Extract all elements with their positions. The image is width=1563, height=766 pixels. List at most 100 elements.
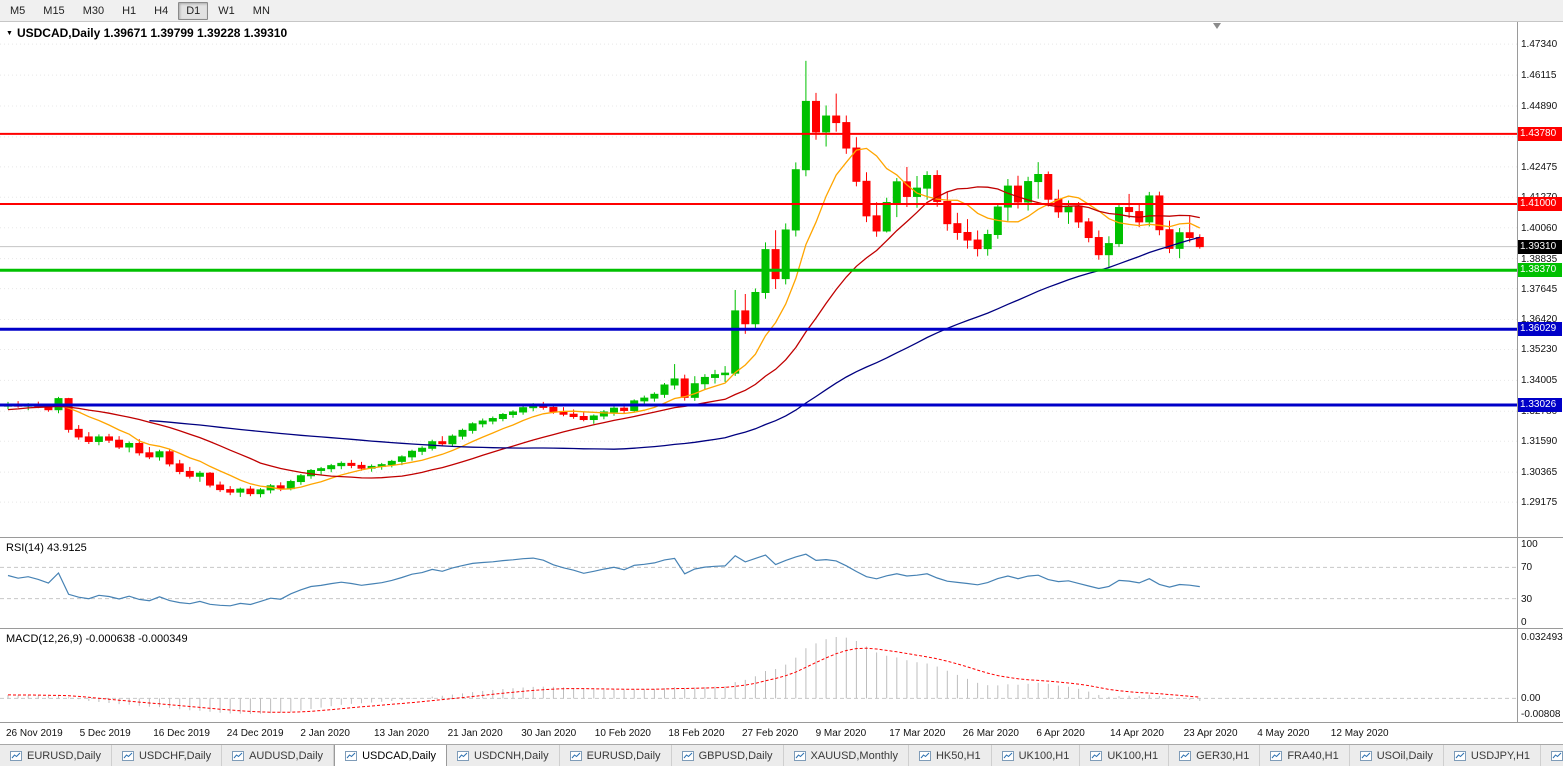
candle-body (1175, 232, 1184, 249)
price-tick-label: 1.35230 (1521, 344, 1558, 356)
timeframe-button-m30[interactable]: M30 (82, 4, 105, 17)
tab-label: USDCNH,Daily (474, 749, 549, 762)
ma-20-line[interactable] (7, 186, 1200, 479)
candle-body (1024, 181, 1033, 203)
tab-uk100-h1[interactable]: UK100,H1 (992, 745, 1081, 766)
candle-body (842, 122, 851, 149)
candle-body (105, 436, 113, 441)
date-tick-label: 5 Dec 2019 (79, 728, 131, 739)
tab-label: EURUSD,Daily (27, 749, 101, 762)
rsi-indicator-label: RSI(14) 43.9125 (6, 542, 87, 554)
candle-body (700, 376, 709, 385)
tab-label: UK100,H1 (1018, 749, 1070, 762)
rsi-tick-label: 70 (1521, 562, 1533, 574)
candle-body (1003, 185, 1012, 208)
timeframe-button-h4[interactable]: H4 (154, 4, 169, 17)
candle-body (620, 407, 629, 411)
tab-usdjpy-h1[interactable]: USDJPY,H1 (1444, 745, 1542, 766)
tab-eurusd-daily[interactable]: EURUSD,Daily (560, 745, 672, 766)
tab-audusd-daily[interactable]: AUDUSD,Daily (222, 745, 335, 766)
timeframe-button-m5[interactable]: M5 (10, 4, 26, 17)
tab-usdcnh-daily[interactable]: USDCNH,Daily (447, 745, 560, 766)
tab-fra40-h1[interactable]: FRA40,H1 (1260, 745, 1350, 766)
candle-body (195, 472, 204, 477)
date-tick-label: 4 May 2020 (1257, 728, 1310, 739)
timeframe-button-h1[interactable]: H1 (122, 4, 137, 17)
timeframe-button-w1[interactable]: W1 (218, 4, 235, 17)
tab-eurusd-daily[interactable]: EURUSD,Daily (0, 745, 112, 766)
price-tick-label: 1.34005 (1521, 375, 1558, 387)
date-tick-label: 12 May 2020 (1330, 728, 1389, 739)
tab-gbpusd-daily[interactable]: GBPUSD,Daily (672, 745, 784, 766)
candle-body (822, 115, 831, 133)
candle-body (569, 413, 578, 418)
dropdown-triangle-icon: ▼ (6, 29, 13, 37)
chart-region[interactable]: ▼ USDCAD,Daily 1.39671 1.39799 1.39228 1… (0, 22, 1563, 744)
macd-tick-label: 0.032493 (1521, 632, 1563, 643)
ma-8-line[interactable] (7, 147, 1201, 490)
time-axis[interactable]: 26 Nov 2019 5 Dec 2019 16 Dec 2019 24 Dec 2… (0, 722, 1517, 744)
tab-ger30-h1[interactable]: GER30,H1 (1169, 745, 1261, 766)
candle-body (610, 407, 618, 413)
timeframe-button-m15[interactable]: M15 (43, 4, 65, 17)
chart-tab-icon (1090, 750, 1103, 761)
pane-separator[interactable] (0, 537, 1563, 538)
tab-uk100-h1[interactable]: UK100,H1 (1080, 745, 1170, 766)
ma-55-line[interactable] (149, 236, 1200, 450)
pane-separator (0, 722, 1563, 723)
pane-separator[interactable] (0, 628, 1563, 629)
candle-body (448, 435, 457, 445)
tab-label: USDCAD,Daily (362, 749, 437, 762)
candle-body (751, 291, 760, 325)
macd-tick-label: 0.00 (1521, 693, 1541, 705)
candle-body (963, 231, 972, 241)
candle-body (731, 310, 740, 374)
price-tick-label: 1.47340 (1521, 39, 1558, 51)
candle-body (347, 462, 356, 466)
candle-body (236, 488, 245, 493)
candle-body (1084, 221, 1093, 239)
candle-body (165, 451, 174, 465)
tab-usoil-daily[interactable]: USOil,Daily (1350, 745, 1444, 766)
price-tick-label: 1.42475 (1521, 161, 1558, 173)
chart-tab-icon (569, 750, 582, 761)
candle-body (418, 447, 427, 452)
date-tick-label: 16 Dec 2019 (153, 728, 210, 739)
tab-dj30-h4[interactable]: DJ30,H4 (1541, 745, 1563, 766)
candle-body (226, 489, 235, 493)
chart-tab-icon (457, 750, 470, 761)
candle-body (711, 374, 719, 378)
date-tick-label: 2 Jan 2020 (300, 728, 350, 739)
chart-title: ▼ USDCAD,Daily 1.39671 1.39799 1.39228 1… (6, 26, 287, 40)
candle-body (872, 215, 881, 232)
timeframe-button-d1[interactable]: D1 (178, 1, 209, 20)
price-chart[interactable] (0, 22, 1517, 537)
candle-body (1104, 243, 1113, 256)
candle-body (650, 393, 659, 399)
date-tick-label: 17 Mar 2020 (889, 728, 946, 739)
timeframe-button-mn[interactable]: MN (252, 4, 270, 17)
tab-usdchf-daily[interactable]: USDCHF,Daily (112, 745, 223, 766)
candle-body (832, 115, 841, 124)
tab-usdcad-daily[interactable]: USDCAD,Daily (334, 745, 448, 766)
chart-shift-marker-icon[interactable] (1213, 23, 1221, 29)
chart-tabs-bar: EURUSD,Daily USDCHF,Daily AUDUSD,Daily USDC… (0, 744, 1563, 766)
candle-body (801, 100, 810, 171)
chart-tab-icon (1270, 750, 1283, 761)
tab-hk50-h1[interactable]: HK50,H1 (909, 745, 992, 766)
rsi-pane[interactable] (0, 538, 1517, 628)
price-axis[interactable]: 1.473401.461151.448901.436651.424751.412… (1517, 22, 1563, 744)
macd-signal-line (7, 647, 1200, 713)
level-price-badge: 1.36029 (1518, 322, 1562, 337)
axis-divider (1517, 22, 1518, 722)
candle-body (862, 180, 871, 217)
chart-tab-icon (918, 750, 931, 761)
candle-body (1074, 205, 1083, 223)
macd-pane[interactable] (0, 629, 1517, 722)
candle-body (438, 441, 447, 445)
chart-tab-icon (1179, 750, 1192, 761)
chart-tab-icon (345, 750, 358, 761)
tab-xauusd-monthly[interactable]: XAUUSD,Monthly (784, 745, 909, 766)
chart-tab-icon (10, 750, 22, 761)
